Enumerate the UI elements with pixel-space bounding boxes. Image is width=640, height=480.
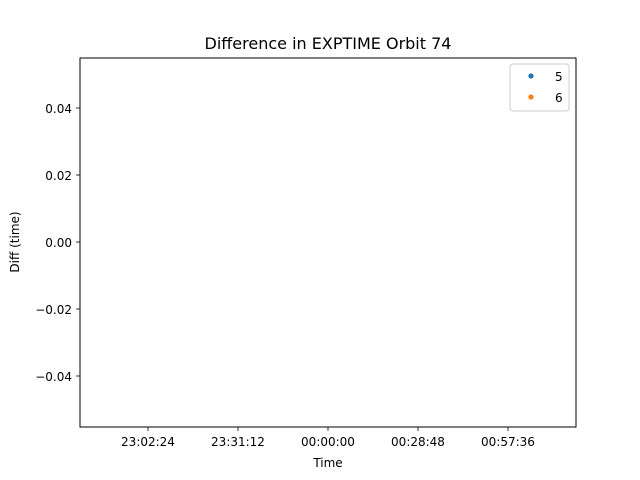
x-tick-label: 00:57:36: [481, 435, 535, 449]
y-tick-label: −0.04: [35, 370, 72, 384]
x-tick-label: 23:02:24: [121, 435, 175, 449]
legend-label-series-6: 6: [555, 91, 563, 105]
y-tick-label: −0.02: [35, 303, 72, 317]
legend-box: [509, 63, 570, 112]
chart-title: Difference in EXPTIME Orbit 74: [205, 34, 452, 53]
x-tick-label: 00:28:48: [391, 435, 445, 449]
y-tick-label: 0.04: [45, 102, 72, 116]
legend-marker-series-6: [528, 94, 534, 100]
x-tick-label: 23:31:12: [211, 435, 265, 449]
y-tick-label: 0.00: [45, 236, 72, 250]
x-axis: [147, 427, 509, 431]
y-axis: [76, 107, 80, 377]
x-axis-label: Time: [312, 456, 342, 470]
x-tick-label: 00:00:00: [301, 435, 355, 449]
legend: 5 6: [509, 63, 570, 112]
plot-area: [79, 57, 577, 428]
y-tick-label: 0.02: [45, 169, 72, 183]
y-axis-label: Diff (time): [8, 211, 22, 272]
legend-marker-series-5: [528, 73, 534, 79]
legend-label-series-5: 5: [555, 70, 563, 84]
